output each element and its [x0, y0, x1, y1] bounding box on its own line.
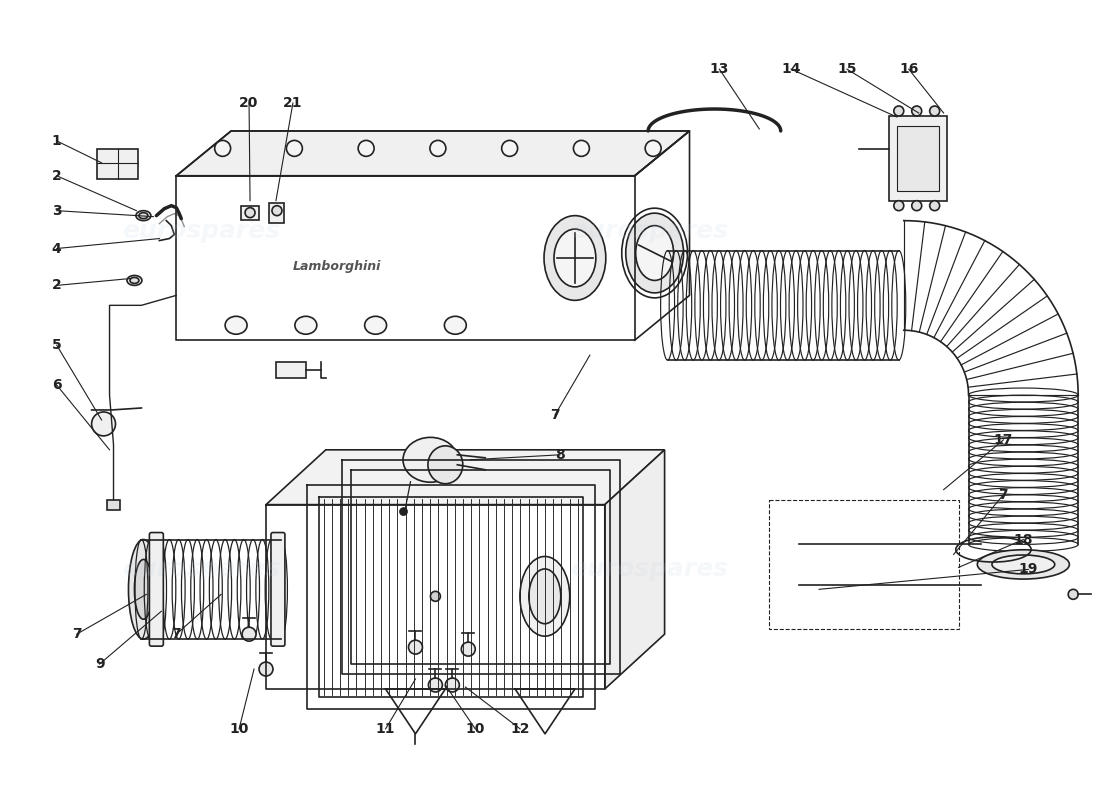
Ellipse shape	[636, 226, 673, 281]
Circle shape	[930, 201, 939, 210]
Text: 7: 7	[999, 488, 1009, 502]
Ellipse shape	[364, 316, 386, 334]
Circle shape	[408, 640, 422, 654]
Circle shape	[428, 678, 442, 692]
Circle shape	[91, 412, 116, 436]
Text: 17: 17	[993, 433, 1013, 447]
Ellipse shape	[126, 275, 142, 286]
Circle shape	[214, 141, 231, 156]
Text: 12: 12	[510, 722, 530, 736]
Polygon shape	[266, 450, 664, 505]
Polygon shape	[605, 450, 664, 689]
Text: 2: 2	[52, 278, 62, 292]
Text: 19: 19	[1019, 562, 1038, 577]
Ellipse shape	[136, 210, 151, 221]
Text: 10: 10	[230, 722, 249, 736]
Polygon shape	[176, 131, 690, 176]
Text: 21: 21	[283, 96, 302, 110]
Circle shape	[286, 141, 302, 156]
Circle shape	[258, 662, 273, 676]
Text: 14: 14	[781, 62, 801, 76]
Text: 15: 15	[837, 62, 857, 76]
Text: eurospares: eurospares	[571, 218, 728, 242]
Bar	[107, 500, 121, 510]
Text: 11: 11	[376, 722, 395, 736]
Circle shape	[646, 141, 661, 156]
Text: 7: 7	[550, 408, 560, 422]
FancyBboxPatch shape	[271, 533, 285, 646]
Bar	[889, 116, 947, 201]
Text: 9: 9	[95, 657, 104, 671]
Text: 5: 5	[52, 338, 62, 352]
Circle shape	[245, 208, 255, 218]
Text: 4: 4	[52, 242, 62, 255]
Text: 8: 8	[556, 448, 564, 462]
Bar	[270, 202, 284, 222]
Ellipse shape	[295, 316, 317, 334]
Text: 1: 1	[52, 134, 62, 148]
Text: 7: 7	[72, 627, 81, 641]
Circle shape	[242, 627, 256, 641]
Circle shape	[359, 141, 374, 156]
Circle shape	[446, 678, 460, 692]
Circle shape	[502, 141, 518, 156]
Bar	[276, 362, 306, 378]
Ellipse shape	[226, 316, 248, 334]
Circle shape	[573, 141, 590, 156]
Text: Lamborghini: Lamborghini	[293, 260, 381, 273]
Ellipse shape	[529, 569, 561, 624]
Text: 7: 7	[172, 627, 182, 641]
Ellipse shape	[129, 539, 158, 639]
Ellipse shape	[544, 216, 606, 300]
Circle shape	[272, 206, 282, 216]
Text: 6: 6	[52, 378, 62, 392]
Ellipse shape	[977, 550, 1069, 579]
Ellipse shape	[554, 229, 596, 287]
Circle shape	[912, 201, 922, 210]
Text: eurospares: eurospares	[571, 558, 728, 582]
Text: eurospares: eurospares	[122, 558, 280, 582]
Text: 3: 3	[52, 204, 62, 218]
Text: eurospares: eurospares	[122, 218, 280, 242]
Text: 13: 13	[710, 62, 729, 76]
Bar	[896, 126, 938, 190]
Circle shape	[461, 642, 475, 656]
Ellipse shape	[130, 278, 139, 283]
Bar	[241, 206, 258, 220]
Bar	[97, 149, 139, 178]
Ellipse shape	[626, 213, 683, 293]
Ellipse shape	[992, 555, 1055, 574]
Circle shape	[894, 201, 904, 210]
Text: 10: 10	[465, 722, 485, 736]
Text: 18: 18	[1013, 533, 1033, 546]
Circle shape	[1068, 590, 1078, 599]
Text: 2: 2	[52, 169, 62, 182]
Ellipse shape	[139, 213, 147, 218]
Ellipse shape	[428, 446, 463, 484]
Ellipse shape	[134, 559, 153, 619]
Ellipse shape	[520, 557, 570, 636]
Text: 20: 20	[240, 96, 258, 110]
Ellipse shape	[403, 438, 458, 482]
Circle shape	[430, 591, 440, 602]
Circle shape	[894, 106, 904, 116]
Circle shape	[930, 106, 939, 116]
Bar	[769, 500, 958, 630]
Circle shape	[430, 141, 446, 156]
FancyBboxPatch shape	[150, 533, 163, 646]
Text: 16: 16	[899, 62, 918, 76]
Circle shape	[399, 508, 407, 515]
Circle shape	[912, 106, 922, 116]
Ellipse shape	[444, 316, 466, 334]
